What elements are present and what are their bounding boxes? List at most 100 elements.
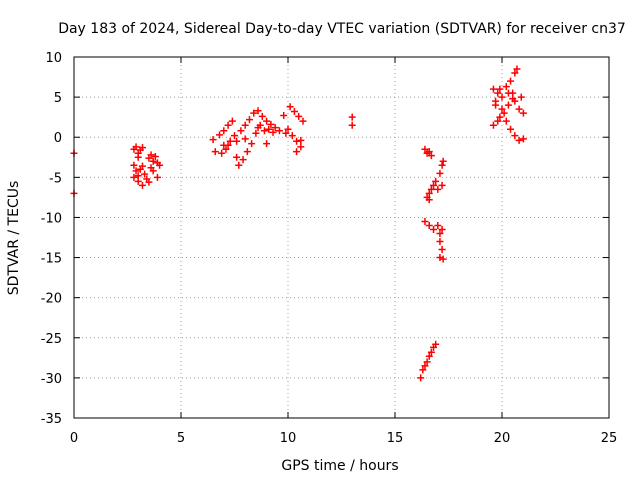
- data-point: [500, 109, 508, 117]
- data-point: [432, 177, 440, 185]
- data-point: [282, 129, 290, 137]
- data-point: [280, 112, 288, 120]
- data-point: [237, 127, 245, 135]
- x-tick-label: 0: [70, 431, 78, 446]
- data-point: [130, 161, 138, 169]
- plot-frame: [73, 56, 610, 419]
- data-point: [138, 181, 146, 189]
- data-point: [258, 112, 266, 120]
- data-point: [498, 93, 506, 101]
- data-point: [504, 101, 512, 109]
- data-point: [502, 83, 510, 91]
- data-point: [130, 173, 138, 181]
- data-point: [286, 103, 294, 111]
- y-tick-label: 10: [45, 51, 62, 66]
- data-point: [509, 95, 517, 103]
- data-point: [438, 246, 446, 254]
- data-point: [226, 137, 234, 145]
- data-point: [494, 117, 502, 125]
- data-point: [218, 149, 226, 157]
- data-point: [132, 167, 140, 175]
- data-point: [149, 157, 157, 165]
- data-point: [430, 181, 438, 189]
- data-point: [515, 136, 523, 144]
- data-point: [241, 135, 249, 143]
- data-point: [438, 161, 446, 169]
- data-point: [427, 348, 435, 356]
- data-point: [284, 125, 292, 133]
- data-point: [507, 125, 515, 133]
- data-point: [156, 161, 164, 169]
- data-point: [147, 151, 155, 159]
- data-point: [241, 121, 249, 129]
- data-point: [432, 340, 440, 348]
- x-axis-label: GPS time / hours: [281, 458, 398, 474]
- x-tick-label: 20: [494, 431, 511, 446]
- data-point: [250, 109, 258, 117]
- data-point: [141, 170, 149, 178]
- data-point: [511, 132, 519, 140]
- data-point: [243, 148, 251, 156]
- data-point: [436, 229, 444, 237]
- data-point: [151, 152, 159, 160]
- data-point: [275, 127, 283, 135]
- data-point: [425, 189, 433, 197]
- data-point: [228, 117, 236, 125]
- data-point: [297, 136, 305, 144]
- data-point: [239, 156, 247, 164]
- data-point: [438, 225, 446, 233]
- data-point: [430, 225, 438, 233]
- grid-lines: [74, 57, 609, 418]
- y-tick-label: -20: [41, 292, 62, 307]
- data-point: [513, 65, 521, 73]
- data-point: [254, 124, 262, 132]
- data-point: [138, 162, 146, 170]
- data-point: [271, 124, 279, 132]
- data-point: [427, 152, 435, 160]
- data-point: [233, 137, 241, 145]
- data-point: [421, 217, 429, 225]
- data-point: [263, 140, 271, 148]
- data-point: [222, 145, 230, 153]
- data-point: [231, 132, 238, 140]
- data-point: [224, 141, 232, 149]
- data-point: [496, 113, 504, 121]
- data-point: [436, 238, 444, 246]
- y-tick-label: -25: [41, 332, 62, 347]
- data-point: [421, 145, 429, 153]
- data-point: [211, 148, 219, 156]
- data-point: [425, 196, 433, 204]
- chart-title: Day 183 of 2024, Sidereal Day-to-day VTE…: [58, 21, 626, 37]
- data-point: [417, 374, 425, 382]
- data-point: [233, 153, 241, 161]
- x-tick-label: 15: [387, 431, 404, 446]
- data-point: [132, 143, 140, 151]
- data-point: [439, 157, 447, 165]
- y-tick-label: -15: [41, 252, 62, 267]
- data-point: [436, 254, 444, 262]
- data-point: [216, 131, 224, 139]
- data-point: [519, 135, 527, 143]
- data-point: [421, 362, 429, 370]
- data-point: [511, 69, 519, 77]
- data-point: [489, 121, 497, 129]
- data-point: [254, 107, 262, 115]
- data-point: [134, 177, 142, 185]
- data-point: [502, 117, 510, 125]
- data-point: [423, 358, 431, 366]
- data-point: [419, 366, 427, 374]
- y-tick-label: -10: [41, 211, 62, 226]
- data-point: [434, 221, 442, 229]
- data-point: [519, 109, 527, 117]
- y-tick-label: 5: [54, 91, 62, 106]
- y-axis-label: SDTVAR / TECUs: [6, 181, 22, 296]
- data-point: [138, 144, 146, 152]
- data-point: [439, 255, 447, 263]
- x-tick-label: 5: [177, 431, 185, 446]
- x-tick-label: 25: [601, 431, 618, 446]
- data-point: [260, 127, 268, 135]
- data-point: [134, 153, 142, 161]
- data-point: [494, 89, 502, 97]
- data-point: [425, 148, 433, 156]
